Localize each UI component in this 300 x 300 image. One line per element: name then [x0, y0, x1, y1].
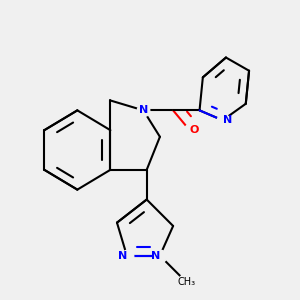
Text: N: N	[118, 251, 127, 261]
Text: CH₃: CH₃	[177, 277, 195, 287]
Text: N: N	[223, 115, 232, 125]
Text: N: N	[139, 105, 148, 116]
Text: N: N	[151, 251, 160, 261]
Text: O: O	[190, 125, 199, 135]
